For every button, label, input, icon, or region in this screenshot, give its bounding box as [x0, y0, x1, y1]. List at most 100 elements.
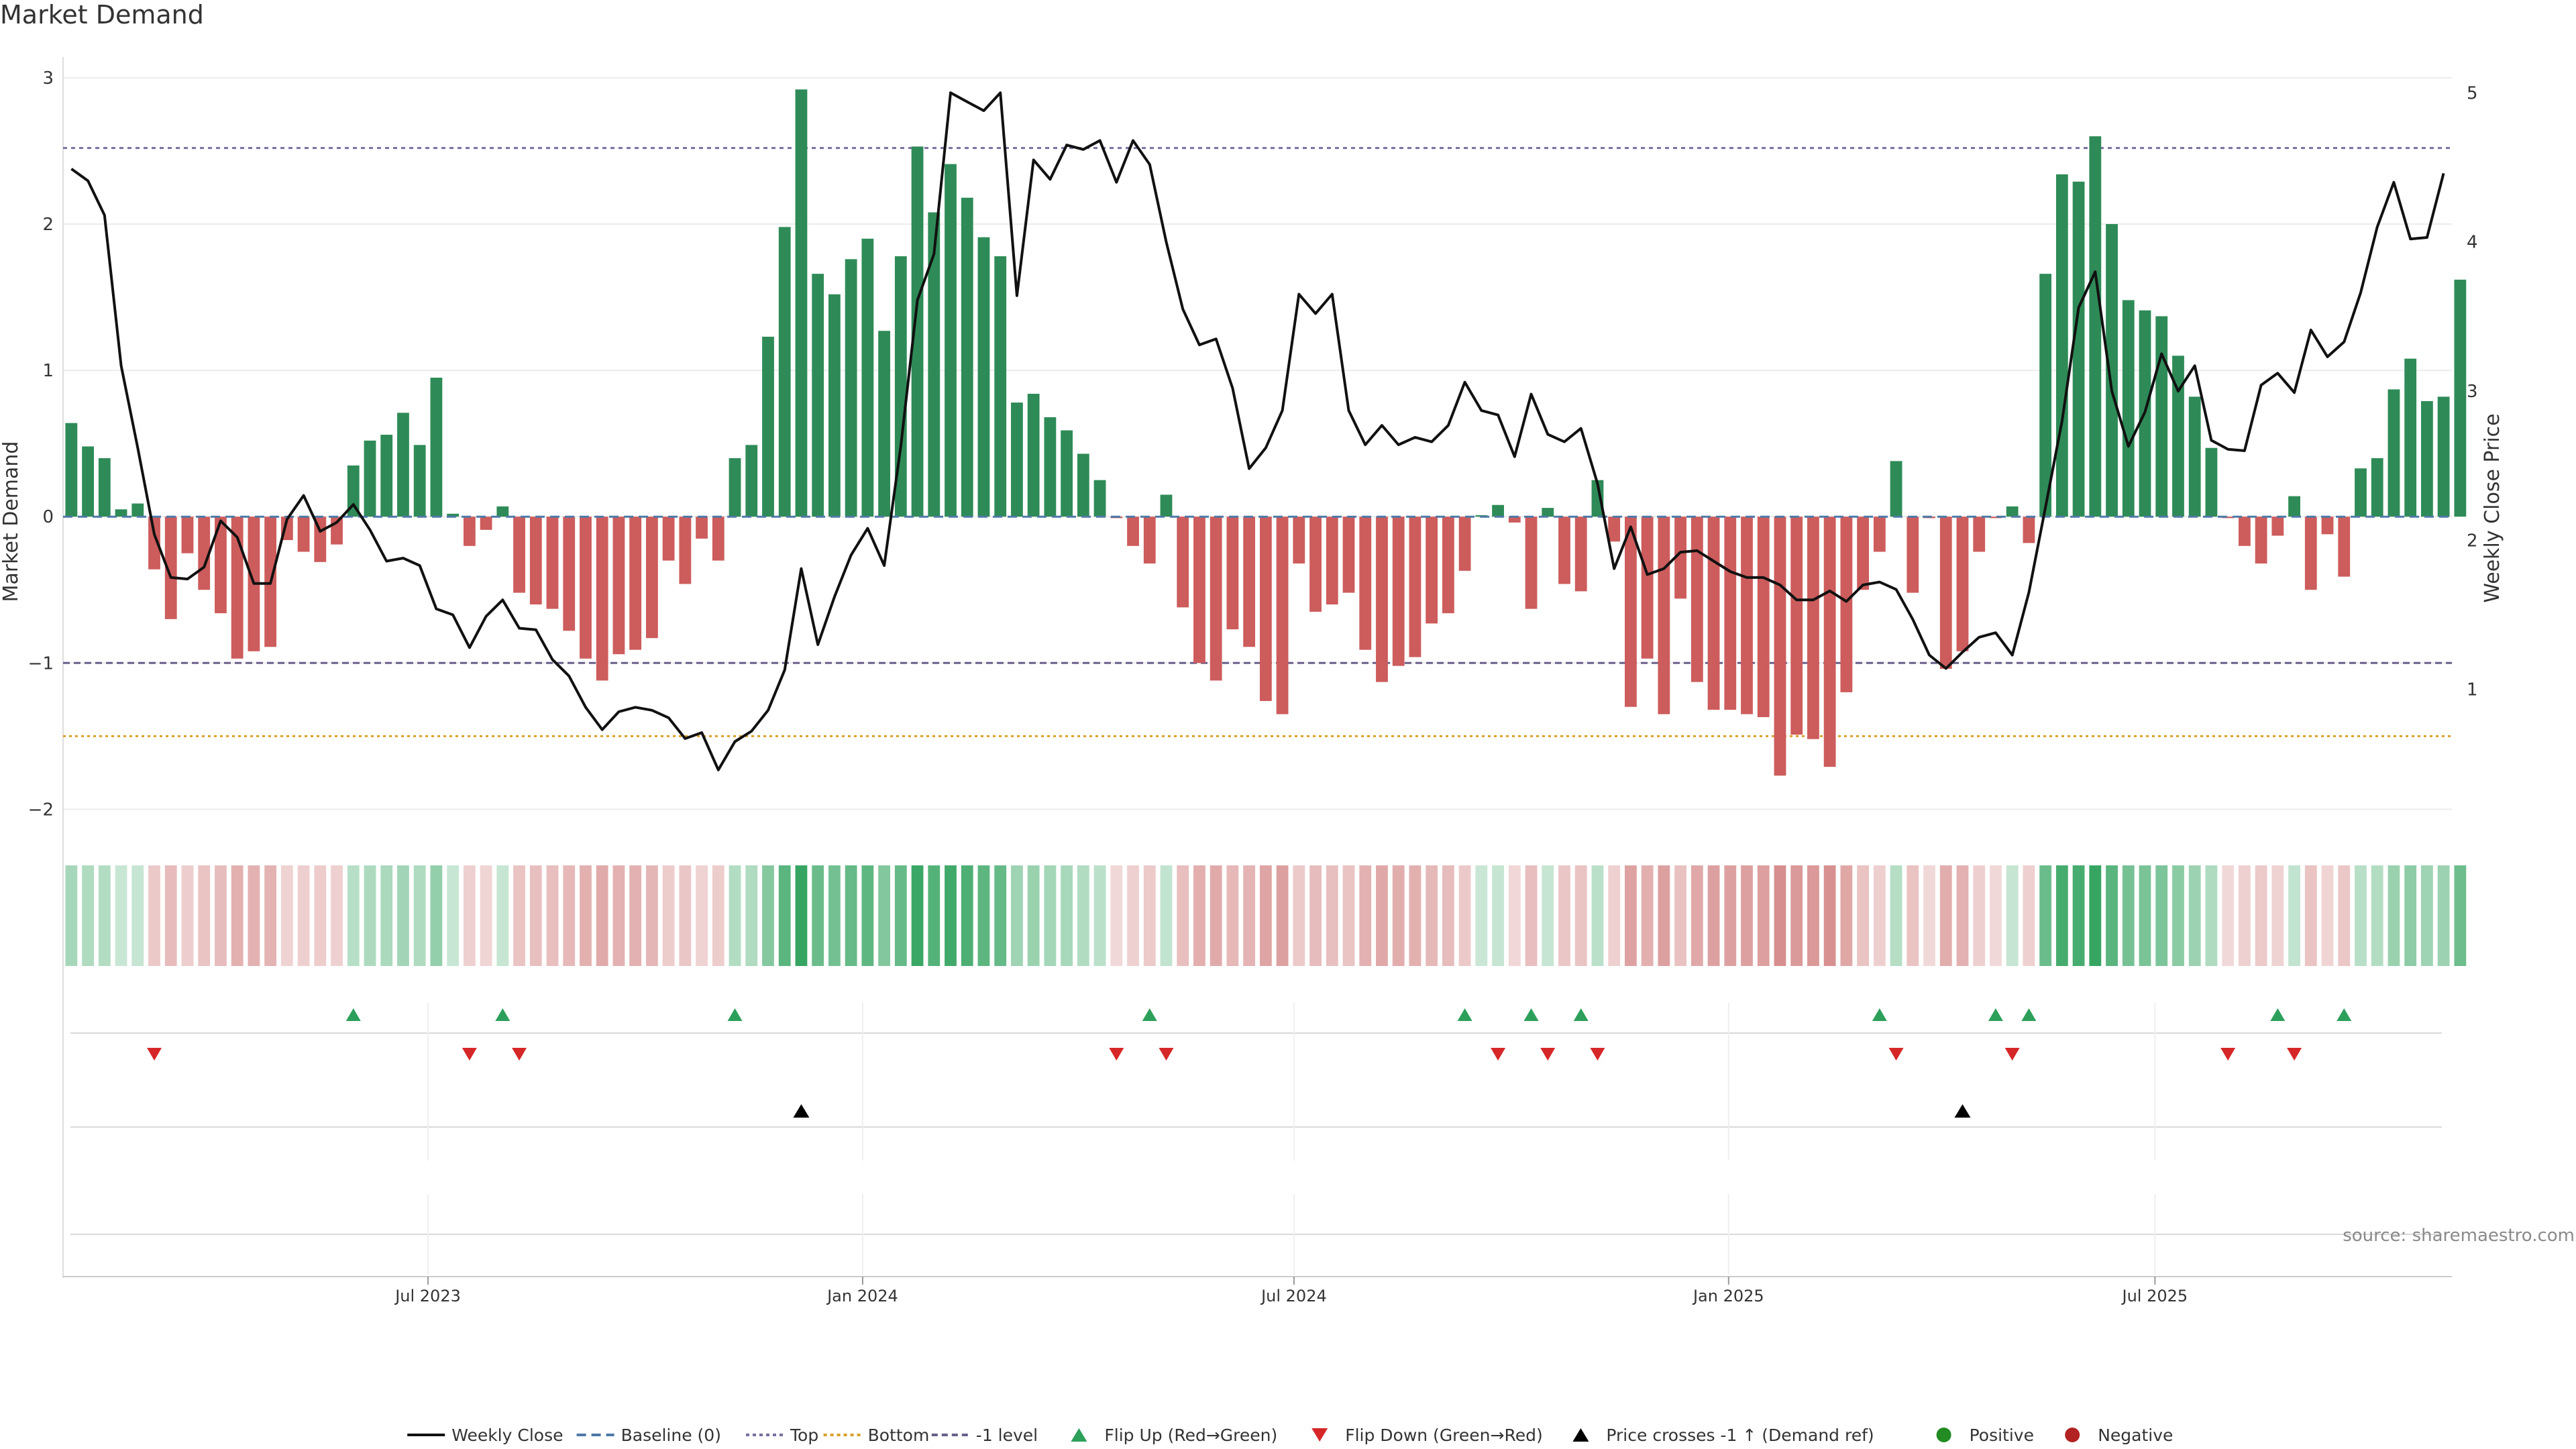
demand-heat-cell	[1409, 865, 1421, 966]
demand-bar	[1558, 517, 1570, 584]
demand-bar	[1492, 504, 1504, 517]
legend-label: Positive	[1970, 1426, 2034, 1445]
y2-tick-label: 1	[2467, 680, 2478, 700]
legend-label: Top	[790, 1426, 818, 1445]
demand-heat-cell	[2172, 865, 2184, 966]
demand-heat-cell	[463, 865, 476, 966]
demand-bar	[2155, 316, 2168, 517]
demand-bar	[1674, 517, 1686, 599]
demand-heat-cell	[1475, 865, 1488, 966]
y2-axis-title: Weekly Close Price	[2481, 413, 2504, 602]
flip-up-marker	[727, 1008, 743, 1021]
demand-heat-cell	[1309, 865, 1322, 966]
demand-bar	[1342, 517, 1355, 593]
demand-bar	[131, 503, 144, 517]
demand-heat-cell	[1823, 865, 1836, 966]
demand-bar	[911, 146, 924, 517]
demand-bar	[2039, 274, 2052, 517]
demand-heat-cell	[1707, 865, 1720, 966]
demand-bar	[762, 336, 774, 517]
demand-heat-cell	[2155, 865, 2168, 966]
demand-heat-cell	[961, 865, 973, 966]
demand-bar	[82, 446, 94, 517]
demand-heat-cell	[1658, 865, 1670, 966]
y-tick-label: 0	[42, 507, 54, 527]
demand-heat-cell	[1342, 865, 1355, 966]
x-tick-label: Jul 2025	[2121, 1287, 2188, 1305]
demand-heat-cell	[2006, 865, 2019, 966]
demand-bar	[1724, 517, 1737, 710]
demand-heat-cell	[2437, 865, 2450, 966]
demand-heat-cell	[696, 865, 708, 966]
legend-label: Baseline (0)	[621, 1426, 721, 1445]
demand-bar	[2072, 181, 2085, 517]
legend-label: Negative	[2098, 1426, 2173, 1445]
flip-down-marker	[1540, 1048, 1556, 1061]
demand-heat-cell	[2055, 865, 2068, 966]
demand-bar	[1525, 517, 1538, 609]
demand-bar	[1542, 508, 1554, 517]
demand-heat-cell	[2238, 865, 2251, 966]
y2-tick-label: 2	[2467, 531, 2478, 551]
demand-bar	[1143, 517, 1156, 564]
demand-heat-cell	[413, 865, 426, 966]
demand-heat-cell	[1326, 865, 1338, 966]
demand-heat-cell	[2454, 865, 2467, 966]
y2-tick-label: 4	[2467, 233, 2478, 253]
legend-label: Flip Down (Green→Red)	[1345, 1426, 1543, 1445]
y2-tick-label: 5	[2467, 83, 2478, 103]
demand-heat-cell	[198, 865, 211, 966]
flip-down-marker	[1159, 1048, 1174, 1061]
demand-heat-cell	[596, 865, 608, 966]
demand-bar	[496, 506, 509, 517]
demand-bar	[198, 517, 211, 590]
demand-heat-cell	[1790, 865, 1803, 966]
demand-bar	[845, 259, 857, 517]
flip-up-marker	[2270, 1008, 2286, 1021]
demand-heat-cell	[778, 865, 791, 966]
demand-heat-cell	[1840, 865, 1853, 966]
demand-bar	[1359, 517, 1372, 650]
demand-bar	[2188, 396, 2201, 517]
demand-heat-cell	[546, 865, 559, 966]
demand-bar	[812, 274, 824, 517]
flip-down-marker	[2004, 1048, 2020, 1061]
demand-bar	[397, 413, 409, 517]
demand-bar	[148, 517, 160, 570]
demand-heat-cell	[115, 865, 127, 966]
demand-bar	[529, 517, 542, 605]
demand-bar	[2089, 136, 2102, 517]
demand-heat-cell	[928, 865, 941, 966]
demand-bar	[662, 517, 675, 561]
flip-down-marker	[1590, 1048, 1605, 1061]
demand-heat-cell	[2255, 865, 2267, 966]
demand-bar	[795, 89, 808, 517]
demand-bar	[1857, 517, 1870, 590]
demand-bar	[1790, 517, 1803, 735]
demand-heat-cell	[612, 865, 625, 966]
demand-heat-cell	[1757, 865, 1770, 966]
demand-bar	[712, 517, 724, 561]
demand-bar	[778, 227, 791, 517]
demand-heat-cell	[977, 865, 990, 966]
demand-heat-cell	[861, 865, 874, 966]
demand-bar	[1160, 494, 1173, 517]
demand-bar	[480, 517, 492, 530]
y-axis-title: Market Demand	[0, 441, 23, 602]
demand-bar	[447, 513, 460, 517]
demand-heat-cell	[1210, 865, 1222, 966]
flip-up-marker	[2021, 1008, 2037, 1021]
demand-bar	[2404, 358, 2417, 517]
demand-bar	[1641, 517, 1654, 659]
demand-bar	[347, 465, 360, 517]
demand-heat-cell	[1508, 865, 1521, 966]
demand-bar	[2454, 279, 2467, 517]
demand-heat-cell	[645, 865, 658, 966]
demand-bar	[1840, 517, 1853, 692]
demand-heat-cell	[1276, 865, 1289, 966]
demand-heat-cell	[563, 865, 576, 966]
flip-up-marker	[1457, 1008, 1472, 1021]
demand-bar	[1574, 517, 1587, 592]
demand-bar	[513, 517, 525, 593]
y-tick-label: 2	[42, 215, 54, 235]
